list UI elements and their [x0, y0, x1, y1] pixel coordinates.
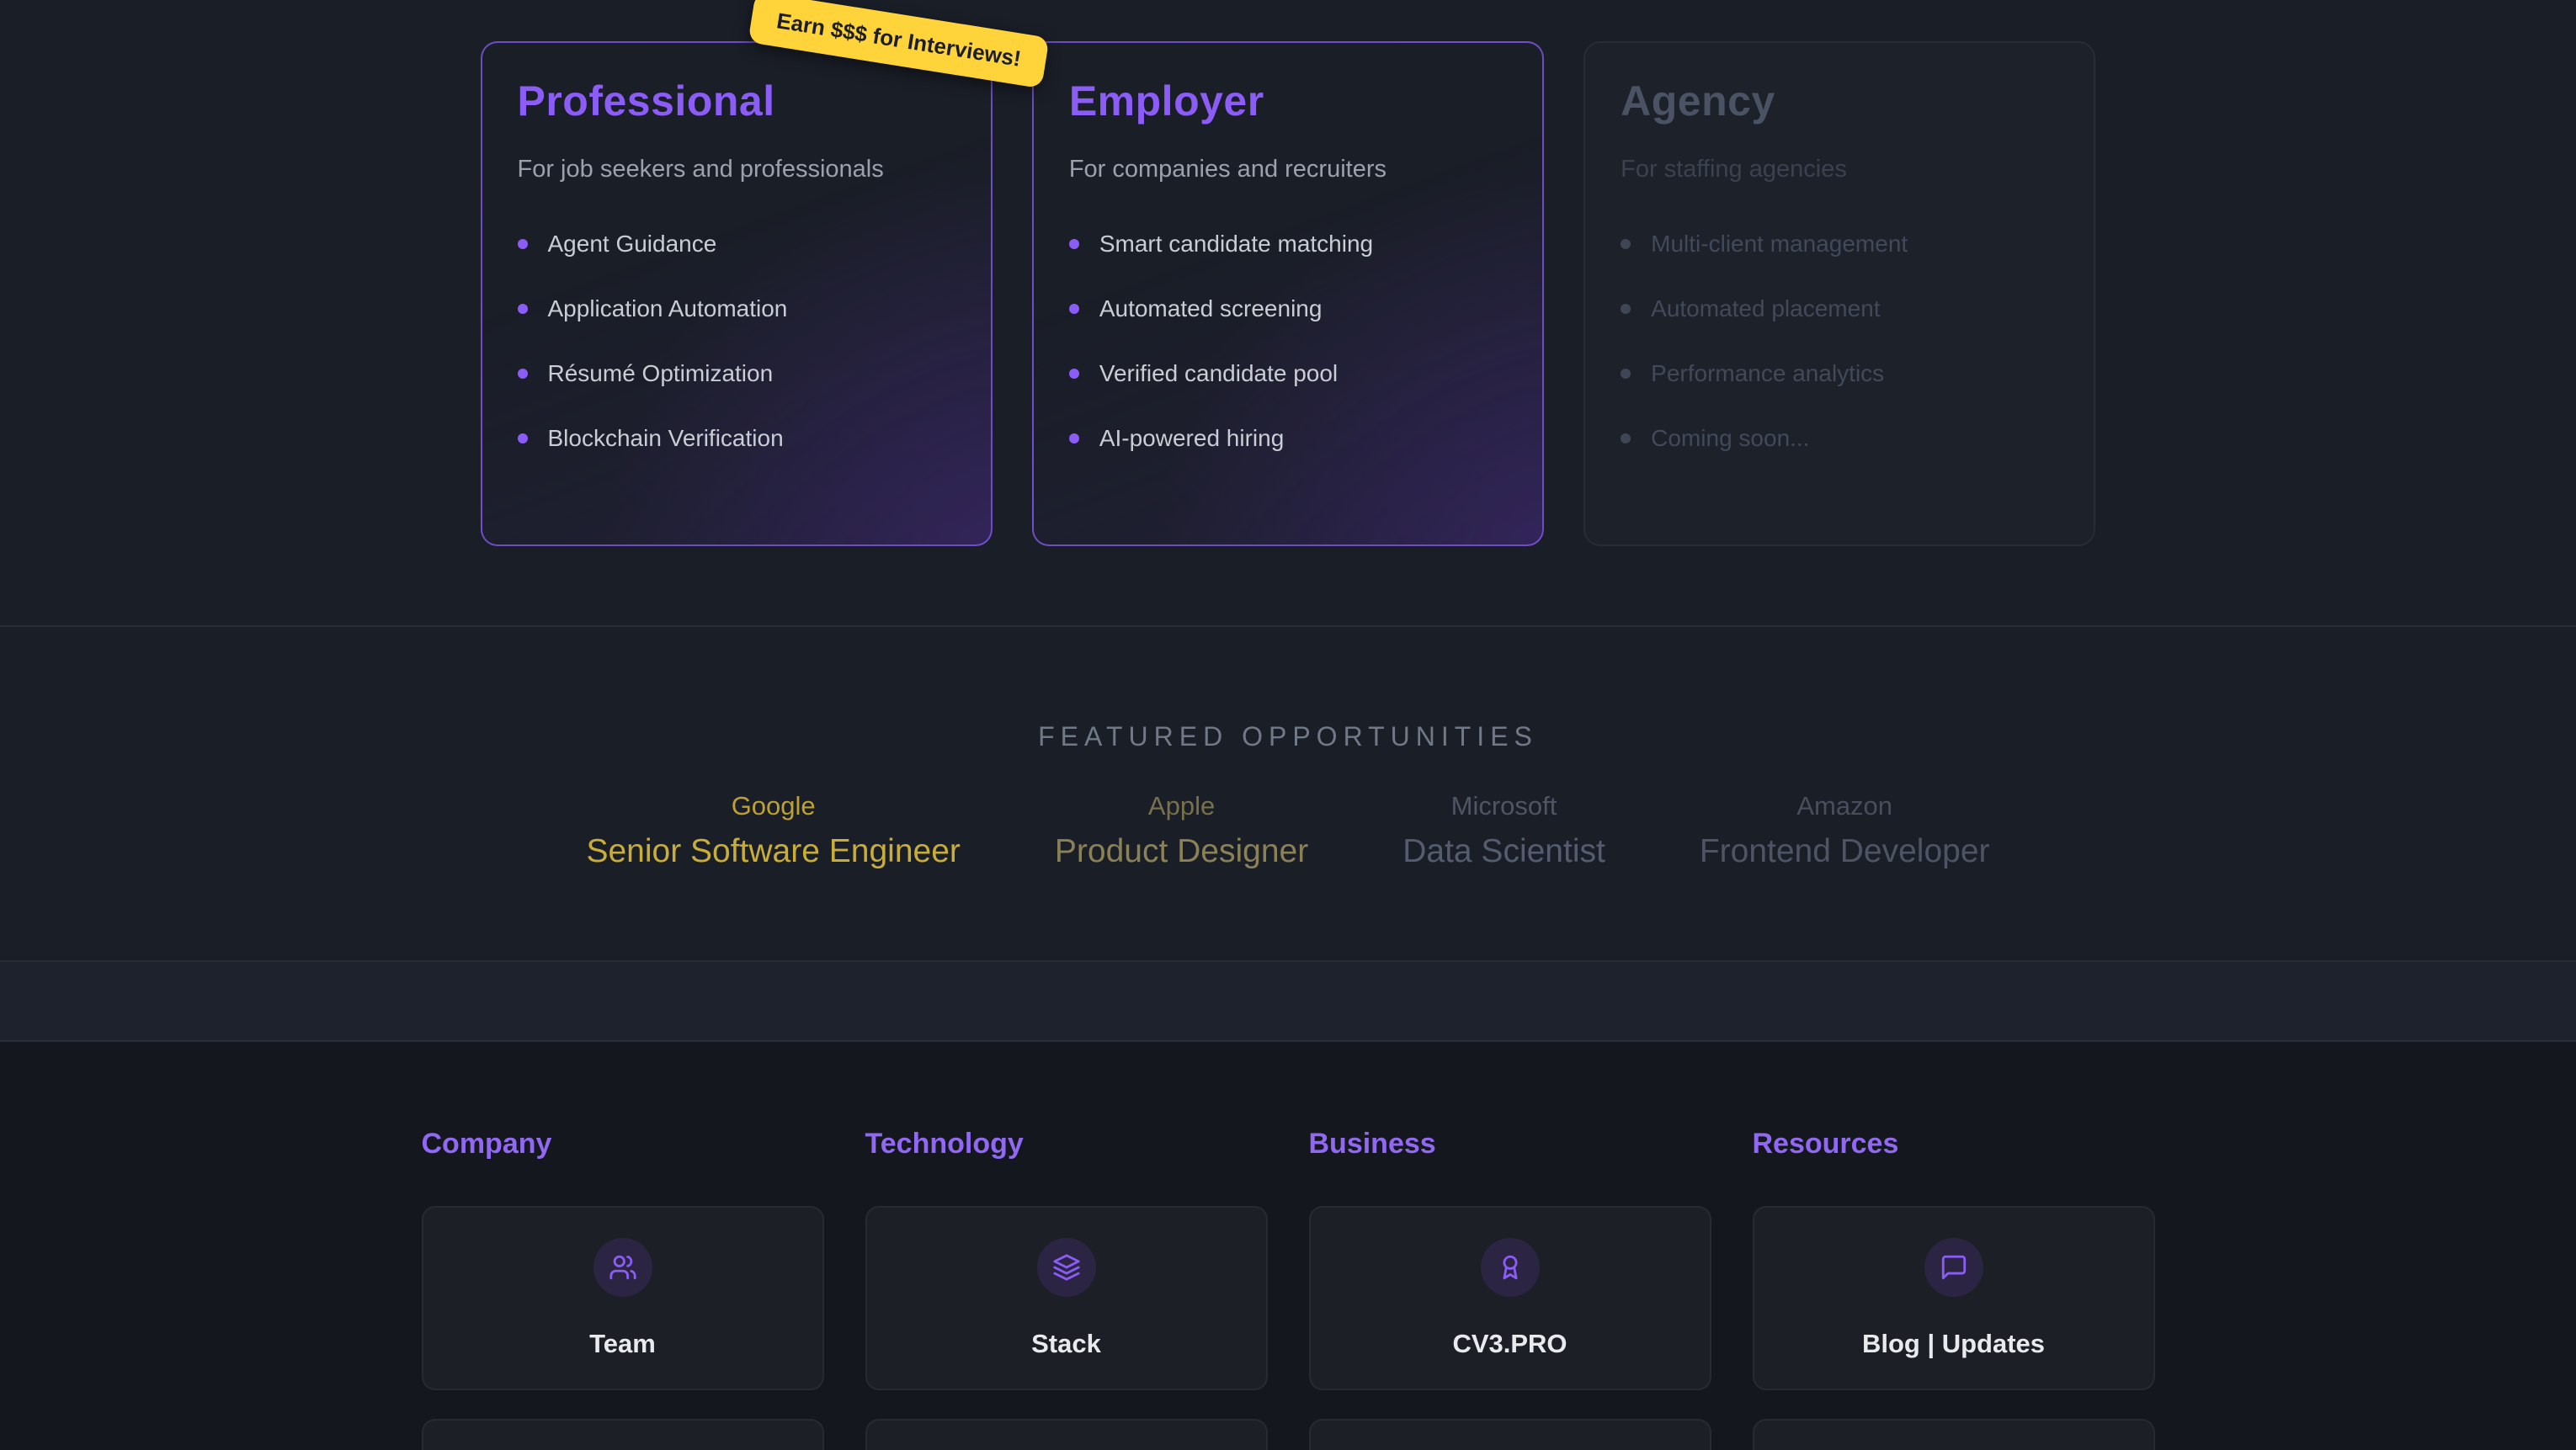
featured-opportunities-section: FEATURED OPPORTUNITIES Google Senior Sof… [0, 627, 2576, 962]
promo-badge: Earn $$$ for Interviews! [747, 0, 1050, 89]
plan-feature-label: Automated screening [1099, 295, 1323, 321]
bullet-icon [517, 304, 528, 314]
jobs-carousel: Google Senior Software Engineer Apple Pr… [0, 791, 2576, 870]
bullet-icon [1068, 369, 1079, 379]
job-title: Data Scientist [1402, 833, 1605, 869]
job-company: Apple [1147, 791, 1216, 821]
footer-card-label: Team [589, 1328, 656, 1358]
plan-feature-label: Agent Guidance [547, 231, 717, 257]
plans-section: Earn $$$ for Interviews! Professional Fo… [0, 0, 2576, 627]
bullet-icon [1621, 304, 1631, 314]
plan-title: Professional [517, 77, 775, 125]
plan-feature-label: AI-powered hiring [1099, 425, 1285, 451]
plan-feature: Application Automation [517, 295, 955, 322]
plan-feature: Coming soon... [1621, 425, 2058, 452]
bullet-icon [1621, 369, 1631, 379]
plan-feature: Performance analytics [1621, 360, 2058, 387]
plan-feature-label: Smart candidate matching [1099, 231, 1374, 257]
footer-column-heading: Business [1308, 1128, 1436, 1160]
bullet-icon [517, 369, 528, 379]
plan-title: Agency [1621, 77, 1775, 125]
plan-subtitle: For staffing agencies [1621, 156, 1847, 183]
plan-feature-list: Smart candidate matching Automated scree… [1068, 231, 1507, 452]
plan-feature-label: Résumé Optimization [547, 360, 774, 386]
plan-feature: AI-powered hiring [1068, 425, 1507, 452]
job-item-apple[interactable]: Apple Product Designer [1055, 791, 1308, 870]
plan-card-employer[interactable]: Employer For companies and recruiters Sm… [1031, 41, 1545, 546]
footer-card-partial[interactable] [1308, 1419, 1711, 1450]
footer-card-partial[interactable] [865, 1419, 1268, 1450]
section-divider-strip [0, 962, 2576, 1042]
job-item-amazon[interactable]: Amazon Frontend Developer [1700, 791, 1990, 870]
footer-column-technology: Technology Stack [865, 1128, 1268, 1450]
plan-subtitle: For companies and recruiters [1068, 156, 1386, 183]
bullet-icon [1621, 433, 1631, 443]
footer-card-label: Blog | Updates [1861, 1328, 2046, 1358]
plan-feature: Automated placement [1621, 295, 2058, 322]
bullet-icon [517, 433, 528, 443]
job-item-microsoft[interactable]: Microsoft Data Scientist [1402, 791, 1605, 870]
award-icon [1480, 1237, 1540, 1297]
plan-feature: Blockchain Verification [517, 425, 955, 452]
featured-heading: FEATURED OPPORTUNITIES [1038, 721, 1538, 752]
layers-icon [1036, 1237, 1096, 1297]
plan-card-professional[interactable]: Earn $$$ for Interviews! Professional Fo… [480, 0, 1050, 546]
plan-feature-list: Multi-client management Automated placem… [1621, 231, 2058, 452]
footer-card-label: CV3.PRO [1452, 1328, 1567, 1358]
job-item-google[interactable]: Google Senior Software Engineer [586, 791, 960, 870]
footer-card-blog[interactable]: Blog | Updates [1752, 1206, 2155, 1390]
plan-feature-list: Agent Guidance Application Automation Ré… [517, 231, 955, 452]
plan-title: Employer [1068, 77, 1264, 125]
footer-column-company: Company Team [421, 1128, 824, 1450]
footer-card-stack[interactable]: Stack [865, 1206, 1268, 1390]
job-title: Senior Software Engineer [586, 833, 961, 869]
bullet-icon [517, 239, 528, 249]
chat-icon [1924, 1237, 1983, 1297]
footer-grid: Company Team Technology [421, 1128, 2155, 1450]
footer-column-heading: Resources [1752, 1128, 1899, 1160]
plan-feature: Agent Guidance [517, 231, 955, 258]
bullet-icon [1068, 433, 1079, 443]
plan-feature: Résumé Optimization [517, 360, 955, 387]
job-company: Microsoft [1450, 791, 1557, 821]
plan-feature-label: Performance analytics [1651, 360, 1885, 386]
job-title: Frontend Developer [1699, 833, 1990, 869]
footer-card-partial[interactable] [1752, 1419, 2155, 1450]
plan-feature-label: Coming soon... [1651, 425, 1810, 451]
plan-feature: Smart candidate matching [1068, 231, 1507, 258]
job-company: Google [731, 791, 816, 821]
footer: Company Team Technology [0, 1042, 2576, 1450]
footer-column-business: Business CV3.PRO [1308, 1128, 1711, 1450]
bullet-icon [1621, 239, 1631, 249]
users-icon [593, 1237, 652, 1297]
bullet-icon [1068, 239, 1079, 249]
footer-column-heading: Company [421, 1128, 552, 1160]
plan-feature: Multi-client management [1621, 231, 2058, 258]
footer-card-label: Stack [1031, 1328, 1101, 1358]
footer-card-team[interactable]: Team [421, 1206, 824, 1390]
plan-feature: Verified candidate pool [1068, 360, 1507, 387]
bullet-icon [1068, 304, 1079, 314]
plan-feature-label: Application Automation [547, 295, 788, 321]
job-company: Amazon [1796, 791, 1893, 821]
footer-column-resources: Resources Blog | Updates [1752, 1128, 2155, 1450]
footer-column-heading: Technology [865, 1128, 1024, 1160]
plans-row: Earn $$$ for Interviews! Professional Fo… [480, 0, 2096, 546]
plan-card-agency: Agency For staffing agencies Multi-clien… [1583, 41, 2096, 546]
footer-card-cv3pro[interactable]: CV3.PRO [1308, 1206, 1711, 1390]
plan-feature-label: Blockchain Verification [547, 425, 784, 451]
plan-feature-label: Multi-client management [1651, 231, 1908, 257]
plan-feature-label: Automated placement [1651, 295, 1881, 321]
job-title: Product Designer [1054, 833, 1309, 869]
plan-subtitle: For job seekers and professionals [517, 156, 884, 183]
footer-card-partial[interactable] [421, 1419, 824, 1450]
plan-feature-label: Verified candidate pool [1099, 360, 1339, 386]
plan-feature: Automated screening [1068, 295, 1507, 322]
